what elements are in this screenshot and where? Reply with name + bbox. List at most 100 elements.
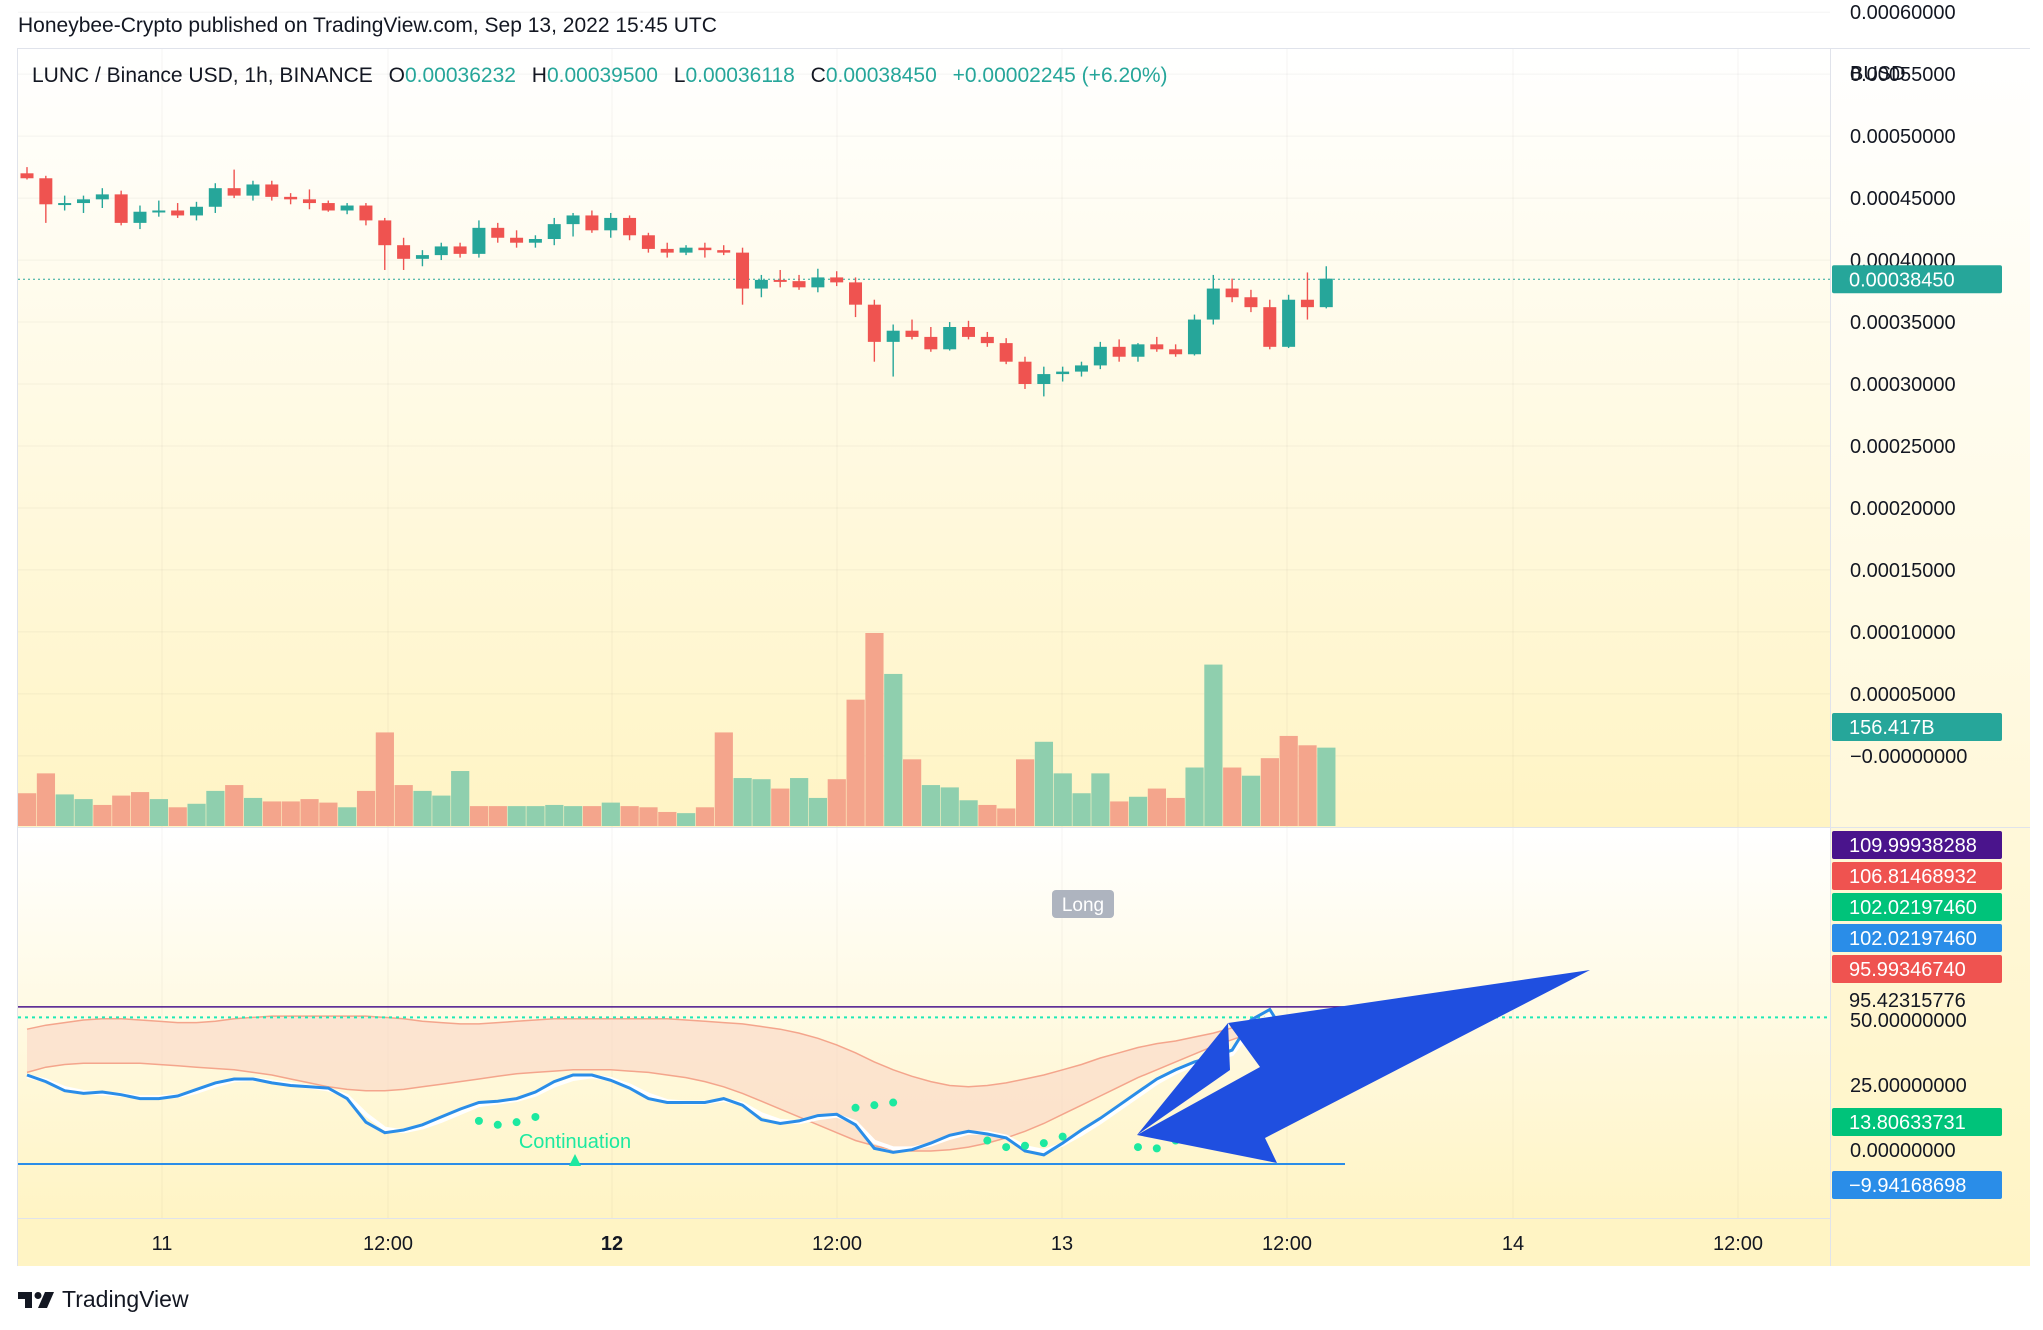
candle-body	[867, 304, 881, 342]
candle-body	[811, 277, 825, 288]
oscillator-tick-label: 25.00000000	[1850, 1075, 1967, 1097]
price-tick-label: 0.00010000	[1850, 622, 1956, 644]
candle-body	[246, 184, 260, 196]
signal-dot	[983, 1136, 992, 1145]
volume-bar	[36, 773, 56, 826]
continuation-label: Continuation	[519, 1131, 631, 1153]
volume-bar	[93, 804, 112, 826]
volume-bar	[1298, 745, 1317, 826]
volume-bar	[338, 807, 357, 826]
volume-bar	[375, 732, 394, 826]
candle-body	[1018, 361, 1032, 385]
volume-bar	[1317, 747, 1336, 826]
candle-body	[302, 199, 316, 204]
candle-body	[189, 206, 203, 216]
candle-body	[1244, 297, 1258, 308]
candle-body	[415, 255, 429, 259]
price-labels: 0.00038450 156.417B 109.99938288 106.814689…	[1832, 265, 2002, 1199]
signal-dot	[1020, 1141, 1029, 1150]
candle-body	[1206, 288, 1220, 320]
oscillator-value-tag-bg	[1832, 1171, 2002, 1199]
long-label-background	[1052, 890, 1114, 918]
signal-dot	[870, 1101, 879, 1110]
volume-bar	[620, 806, 639, 826]
time-axis-background	[18, 1218, 1830, 1266]
candle-body	[340, 205, 354, 211]
volume-bar	[695, 807, 715, 826]
close-value: 0.00038450	[825, 64, 937, 87]
candle-body	[585, 215, 599, 231]
volume-bar	[149, 799, 169, 826]
volume-bar	[469, 806, 489, 826]
volume-bar	[206, 790, 225, 826]
oscillator-value-tag: 95.42315776	[1849, 990, 1966, 1012]
signal-dot	[1039, 1139, 1048, 1148]
signal-dot	[1133, 1143, 1142, 1152]
candle-body	[491, 227, 505, 238]
volume-bar	[18, 793, 37, 826]
volume-bar	[319, 802, 338, 826]
volume-bar	[752, 779, 771, 826]
volume-bar	[1260, 758, 1279, 826]
volume-bar	[1091, 773, 1110, 826]
volume-bar	[507, 806, 526, 826]
oscillator-value-tag-bg	[1832, 1108, 2002, 1136]
oscillator-band-fill	[27, 1013, 1327, 1151]
candle-body	[849, 282, 863, 305]
volume-bar	[1279, 735, 1298, 826]
candle-body	[208, 188, 222, 207]
oscillator-value-tag: 106.81468932	[1849, 866, 1977, 888]
candle-body	[58, 203, 72, 206]
volume-bar	[790, 778, 809, 826]
volume-bar	[733, 778, 752, 826]
volume-bar	[808, 797, 828, 826]
long-label: Long	[1062, 895, 1104, 916]
candle-body	[321, 203, 335, 211]
volume-bar	[1204, 664, 1223, 826]
candle-body	[76, 199, 90, 204]
volume-bar	[394, 785, 413, 826]
price-tick-label: 0.00005000	[1850, 684, 1956, 706]
time-tick-label: 11	[152, 1233, 173, 1255]
candle-body	[1225, 288, 1239, 298]
change-value: +0.00002245 (+6.20%)	[952, 64, 1168, 87]
volume-bar	[281, 801, 300, 826]
volume-bar	[545, 804, 564, 826]
volume-bar	[658, 811, 677, 826]
brand-name: TradingView	[62, 1286, 189, 1312]
oscillator-value-tag-bg	[1832, 862, 2002, 890]
candle-body	[434, 246, 448, 256]
oscillator-value-tag: 13.80633731	[1849, 1112, 1966, 1134]
symbol-name: LUNC / Binance USD, 1h, BINANCE	[32, 64, 373, 87]
price-tick-label: 0.00015000	[1850, 560, 1956, 582]
continuation-marker	[569, 1154, 581, 1166]
tradingview-brand[interactable]: TradingView	[18, 1286, 189, 1313]
open-label: O	[388, 64, 405, 87]
candle-body	[152, 210, 166, 213]
price-tick-label: 0.00020000	[1850, 498, 1956, 520]
oscillator-band-lower	[26, 1017, 1327, 1152]
volume-bar	[187, 803, 206, 826]
candle-body	[114, 194, 128, 223]
price-tick-label: 0.00060000	[1850, 2, 1956, 24]
candle-body	[1150, 344, 1164, 350]
candle-body	[133, 211, 147, 223]
candle-body	[1093, 346, 1107, 366]
close-label: C	[810, 64, 826, 87]
volume-bar	[903, 759, 922, 826]
volume-bar	[225, 785, 244, 826]
candle-body	[510, 237, 524, 243]
volume-bar	[921, 785, 941, 826]
volume-bar	[451, 771, 470, 826]
symbol-legend: LUNC / Binance USD, 1h, BINANCE O0.00036…	[32, 64, 1167, 88]
high-label: H	[531, 64, 547, 87]
volume-bar	[714, 732, 733, 826]
candle-body	[1131, 344, 1145, 357]
volume-bar	[771, 788, 790, 826]
candle-body	[698, 247, 712, 251]
volume-bar	[262, 801, 281, 826]
oscillator-value-tag-bg	[1832, 924, 2002, 952]
candle-body	[679, 247, 693, 253]
oscillator-main-line	[26, 1007, 1328, 1157]
